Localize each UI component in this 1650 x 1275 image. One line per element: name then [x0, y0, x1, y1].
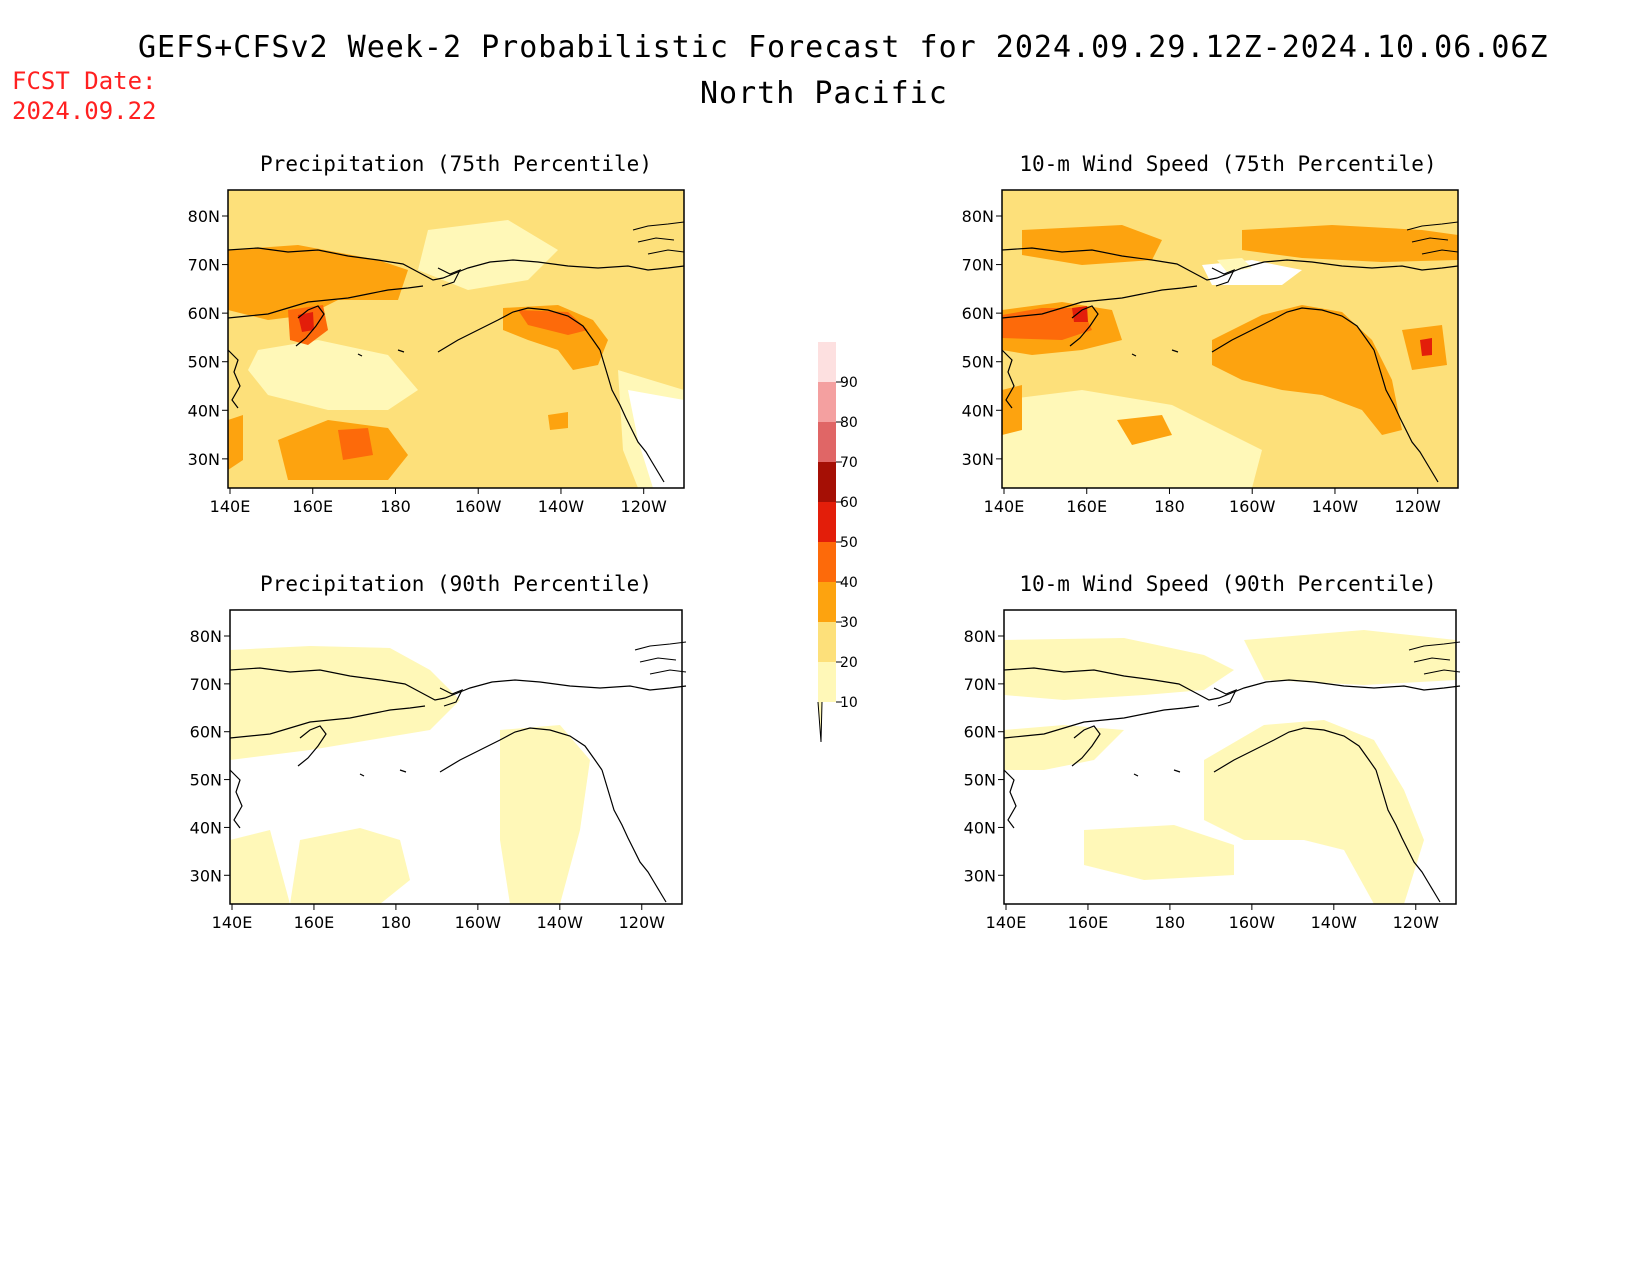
lon-tick-label: 120W — [1393, 913, 1440, 932]
colorbar-bottom-tip — [817, 701, 823, 743]
axis-labels: 140E 160E 180 160W 140W 120W 80N 70N 60N 50N 40N 30… — [188, 207, 1441, 932]
colorbar-swatch — [818, 582, 836, 622]
map-precip-90 — [229, 609, 687, 905]
lat-tick-label: 80N — [190, 627, 222, 646]
lon-tick-label: 140E — [986, 913, 1027, 932]
lon-tick-label: 160E — [1066, 497, 1107, 516]
lon-tick-label: 140E — [984, 497, 1025, 516]
lon-tick-label: 140W — [538, 497, 585, 516]
colorbar-label: 80 — [840, 415, 858, 431]
lat-tick-label: 80N — [962, 207, 994, 226]
lat-tick-label: 30N — [964, 866, 996, 885]
colorbar-label: 70 — [840, 455, 858, 471]
lon-tick-label: 160W — [1229, 913, 1276, 932]
colorbar-swatch — [818, 382, 836, 422]
map-wind-75 — [1001, 189, 1459, 489]
colorbar-swatch — [818, 622, 836, 662]
lon-tick-label: 160E — [294, 913, 335, 932]
lat-tick-label: 50N — [188, 353, 220, 372]
colorbar-label: 90 — [840, 375, 858, 391]
colorbar-swatch — [818, 462, 836, 502]
lon-tick-label: 140E — [212, 913, 253, 932]
lat-tick-label: 60N — [188, 304, 220, 323]
forecast-date: FCST Date: 2024.09.22 — [12, 66, 157, 126]
lon-tick-label: 160E — [1068, 913, 1109, 932]
lat-tick-label: 40N — [964, 818, 996, 837]
colorbar-swatch — [818, 662, 836, 702]
lat-tick-label: 70N — [188, 256, 220, 275]
map-precip-75 — [227, 189, 685, 489]
lat-tick-label: 40N — [188, 401, 220, 420]
colorbar-label: 40 — [840, 575, 858, 591]
lon-tick-label: 180 — [1154, 497, 1185, 516]
lat-tick-label: 40N — [962, 401, 994, 420]
lat-tick-label: 60N — [962, 304, 994, 323]
lat-tick-label: 30N — [962, 450, 994, 469]
lon-tick-label: 120W — [621, 497, 668, 516]
colorbar-swatch — [818, 422, 836, 462]
colorbar-swatch — [818, 342, 836, 382]
colorbar-label: 50 — [840, 535, 858, 551]
lat-tick-label: 50N — [962, 353, 994, 372]
panel-title-precip-90: Precipitation (90th Percentile) — [260, 572, 652, 596]
lon-tick-label: 160W — [455, 913, 502, 932]
lat-tick-label: 70N — [962, 256, 994, 275]
lat-tick-label: 70N — [190, 675, 222, 694]
lon-tick-label: 180 — [1155, 913, 1186, 932]
panel-title-precip-75: Precipitation (75th Percentile) — [260, 152, 652, 176]
lon-tick-label: 140W — [537, 913, 584, 932]
lon-tick-label: 120W — [1395, 497, 1442, 516]
lat-tick-label: 70N — [964, 675, 996, 694]
colorbar-label: 30 — [840, 615, 858, 631]
lon-tick-label: 160W — [455, 497, 502, 516]
forecast-date-label: FCST Date: — [12, 67, 157, 95]
lat-tick-label: 80N — [964, 627, 996, 646]
lon-tick-label: 160W — [1229, 497, 1276, 516]
lon-tick-label: 180 — [381, 913, 412, 932]
lat-tick-label: 40N — [190, 818, 222, 837]
lon-tick-label: 160E — [292, 497, 333, 516]
colorbar-swatch — [818, 502, 836, 542]
colorbar-label: 60 — [840, 495, 858, 511]
colorbar-swatch — [818, 542, 836, 582]
lat-tick-label: 80N — [188, 207, 220, 226]
colorbar: 10 20 30 40 50 60 70 80 90 — [817, 342, 858, 743]
lon-tick-label: 140W — [1312, 497, 1359, 516]
title-line-2: North Pacific — [700, 76, 948, 111]
colorbar-label: 10 — [840, 695, 858, 711]
panel-title-wind-90: 10-m Wind Speed (90th Percentile) — [1019, 572, 1437, 596]
map-wind-90 — [1003, 609, 1461, 905]
lat-tick-label: 50N — [964, 771, 996, 790]
lat-tick-label: 60N — [964, 723, 996, 742]
forecast-date-value: 2024.09.22 — [12, 97, 157, 125]
panel-title-wind-75: 10-m Wind Speed (75th Percentile) — [1019, 152, 1437, 176]
lat-tick-label: 50N — [190, 771, 222, 790]
lat-tick-label: 60N — [190, 723, 222, 742]
colorbar-label: 20 — [840, 655, 858, 671]
lon-tick-label: 180 — [380, 497, 411, 516]
lon-tick-label: 120W — [619, 913, 666, 932]
lat-tick-label: 30N — [188, 450, 220, 469]
title-line-1: GEFS+CFSv2 Week-2 Probabilistic Forecast… — [138, 30, 1549, 65]
lon-tick-label: 140E — [210, 497, 251, 516]
lon-tick-label: 140W — [1311, 913, 1358, 932]
lat-tick-label: 30N — [190, 866, 222, 885]
